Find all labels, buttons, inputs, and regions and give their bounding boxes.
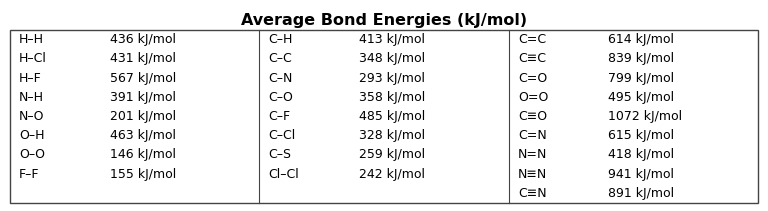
Text: Average Bond Energies (kJ/mol): Average Bond Energies (kJ/mol) [241,13,527,28]
Text: 615 kJ/mol: 615 kJ/mol [608,129,674,142]
Text: C–F: C–F [269,110,290,123]
Text: 391 kJ/mol: 391 kJ/mol [110,91,176,104]
Text: C=C: C=C [518,33,546,46]
Text: C–S: C–S [269,149,292,161]
Text: 567 kJ/mol: 567 kJ/mol [110,72,176,85]
Text: H–Cl: H–Cl [19,52,47,65]
Text: C=O: C=O [518,72,547,85]
Text: 799 kJ/mol: 799 kJ/mol [608,72,674,85]
Text: 485 kJ/mol: 485 kJ/mol [359,110,425,123]
Text: 259 kJ/mol: 259 kJ/mol [359,149,425,161]
Text: 436 kJ/mol: 436 kJ/mol [110,33,176,46]
Text: 348 kJ/mol: 348 kJ/mol [359,52,425,65]
Text: 328 kJ/mol: 328 kJ/mol [359,129,425,142]
Text: C≡O: C≡O [518,110,547,123]
Text: C–H: C–H [269,33,293,46]
Text: C–N: C–N [269,72,293,85]
Text: C≡C: C≡C [518,52,546,65]
Text: 891 kJ/mol: 891 kJ/mol [608,187,674,200]
Text: H–F: H–F [19,72,42,85]
Text: 413 kJ/mol: 413 kJ/mol [359,33,425,46]
Text: O–O: O–O [19,149,45,161]
Text: 358 kJ/mol: 358 kJ/mol [359,91,425,104]
Text: N–O: N–O [19,110,45,123]
Text: C=N: C=N [518,129,547,142]
Text: F–F: F–F [19,168,40,181]
Text: O=O: O=O [518,91,548,104]
Text: 463 kJ/mol: 463 kJ/mol [110,129,176,142]
Text: N–H: N–H [19,91,45,104]
Text: 155 kJ/mol: 155 kJ/mol [110,168,176,181]
Text: Cl–Cl: Cl–Cl [269,168,300,181]
Text: 293 kJ/mol: 293 kJ/mol [359,72,425,85]
Text: 201 kJ/mol: 201 kJ/mol [110,110,176,123]
Text: 431 kJ/mol: 431 kJ/mol [110,52,176,65]
Text: C–O: C–O [269,91,293,104]
Text: N≡N: N≡N [518,168,547,181]
Text: 146 kJ/mol: 146 kJ/mol [110,149,176,161]
Text: N=N: N=N [518,149,548,161]
Text: 941 kJ/mol: 941 kJ/mol [608,168,674,181]
Text: 1072 kJ/mol: 1072 kJ/mol [608,110,683,123]
Text: C≡N: C≡N [518,187,547,200]
Text: C–Cl: C–Cl [269,129,296,142]
Text: 614 kJ/mol: 614 kJ/mol [608,33,674,46]
Text: H–H: H–H [19,33,45,46]
Text: C–C: C–C [269,52,293,65]
Text: 839 kJ/mol: 839 kJ/mol [608,52,674,65]
Text: 242 kJ/mol: 242 kJ/mol [359,168,425,181]
Text: 418 kJ/mol: 418 kJ/mol [608,149,674,161]
Text: 495 kJ/mol: 495 kJ/mol [608,91,674,104]
Text: O–H: O–H [19,129,45,142]
